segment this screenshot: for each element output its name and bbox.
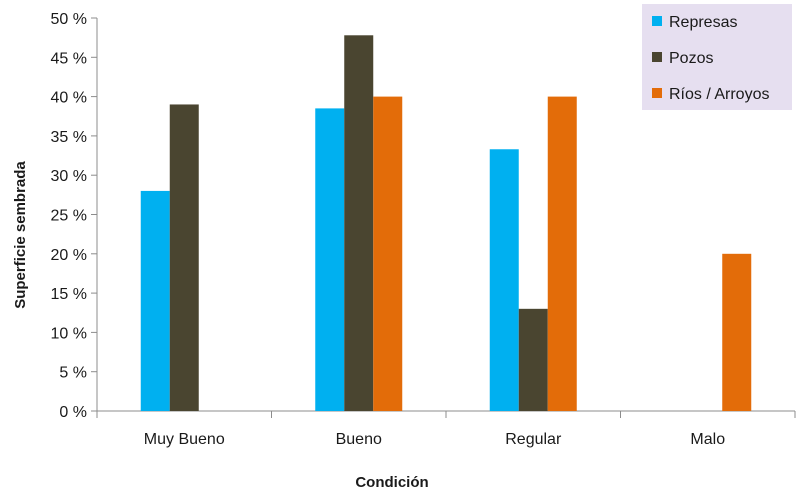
bar bbox=[140, 190, 170, 411]
y-tick-label: 25 % bbox=[51, 208, 87, 225]
y-tick-label: 50 % bbox=[51, 11, 87, 28]
y-tick-label: 0 % bbox=[59, 404, 87, 421]
bar bbox=[169, 104, 199, 412]
legend-label: Pozos bbox=[669, 50, 713, 67]
bar bbox=[373, 96, 403, 411]
x-axis: Muy Bueno Bueno Regular Malo bbox=[96, 410, 796, 448]
x-axis-title: Condición bbox=[355, 474, 428, 491]
y-tick-label: 35 % bbox=[51, 129, 87, 146]
y-tick-label: 30 % bbox=[51, 168, 87, 185]
bar bbox=[344, 35, 374, 412]
y-tick-label: 40 % bbox=[51, 90, 87, 107]
legend-swatch bbox=[652, 88, 662, 98]
legend-box bbox=[642, 4, 792, 110]
bar bbox=[315, 108, 345, 411]
bar bbox=[518, 308, 548, 411]
legend-swatch bbox=[652, 16, 662, 26]
x-tick-label: Bueno bbox=[336, 431, 382, 448]
x-tick-label: Malo bbox=[690, 431, 725, 448]
legend-label: Represas bbox=[669, 14, 737, 31]
x-tick-label: Regular bbox=[505, 431, 562, 448]
x-tick-label: Muy Bueno bbox=[144, 431, 225, 448]
bar bbox=[547, 96, 577, 411]
legend-label: Ríos / Arroyos bbox=[669, 86, 769, 103]
legend-swatch bbox=[652, 52, 662, 62]
y-axis-title: Superficie sembrada bbox=[12, 161, 29, 309]
y-tick-label: 20 % bbox=[51, 247, 87, 264]
y-axis: 0 % 5 % 10 % 15 % 20 % 25 % 30 % 35 % 40 % 45 % 50… bbox=[51, 11, 98, 421]
bars bbox=[140, 35, 752, 412]
y-tick-label: 10 % bbox=[51, 325, 87, 342]
legend: Represas Pozos Ríos / Arroyos bbox=[642, 4, 792, 110]
y-tick-label: 15 % bbox=[51, 286, 87, 303]
bar bbox=[722, 253, 752, 411]
bar bbox=[489, 149, 519, 411]
y-tick-label: 5 % bbox=[59, 365, 87, 382]
y-tick-label: 45 % bbox=[51, 50, 87, 67]
